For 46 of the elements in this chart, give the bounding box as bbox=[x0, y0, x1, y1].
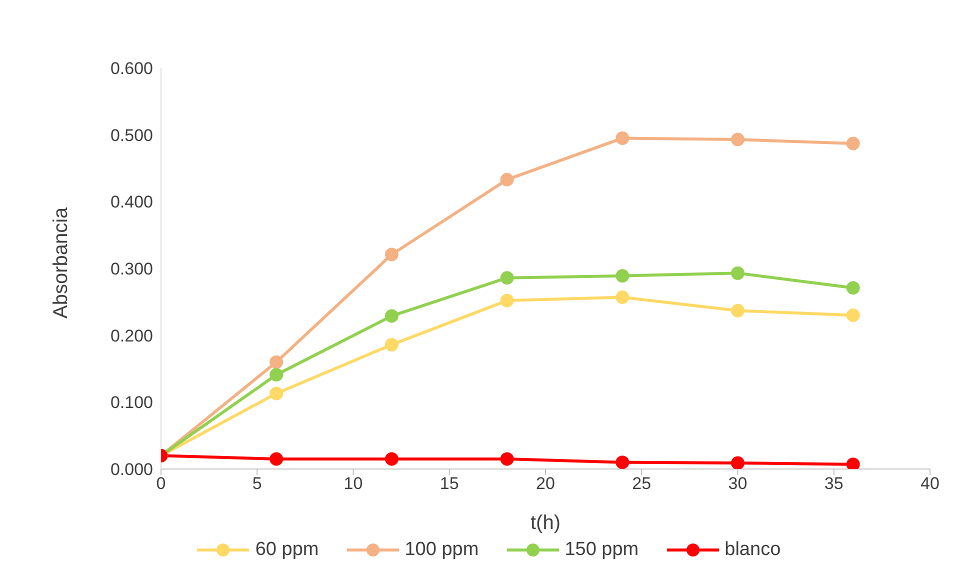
point bbox=[500, 452, 514, 466]
y-tick-label: 0.300 bbox=[110, 260, 153, 279]
point bbox=[270, 386, 284, 400]
point bbox=[846, 458, 860, 469]
legend-label: blanco bbox=[724, 539, 781, 561]
x-tick-label: 10 bbox=[344, 474, 363, 494]
x-tick-label: 5 bbox=[252, 474, 262, 494]
y-tick-label: 0.400 bbox=[110, 192, 153, 212]
point bbox=[731, 266, 744, 280]
point bbox=[846, 281, 860, 295]
point bbox=[616, 290, 630, 304]
legend-label: 150 ppm bbox=[564, 539, 639, 561]
y-tick-label: 0.500 bbox=[110, 126, 153, 145]
legend-label: 60 ppm bbox=[255, 539, 319, 561]
legend-label: 100 ppm bbox=[404, 539, 479, 561]
point bbox=[384, 248, 398, 262]
point bbox=[384, 309, 398, 323]
point bbox=[384, 452, 398, 466]
point bbox=[500, 172, 514, 186]
x-axis-title: t(h) bbox=[530, 512, 560, 534]
point bbox=[846, 136, 860, 150]
point bbox=[270, 452, 284, 466]
point bbox=[731, 456, 744, 469]
x-tick-label: 20 bbox=[536, 474, 555, 494]
x-tick-label: 25 bbox=[632, 474, 652, 494]
point bbox=[500, 294, 514, 308]
point bbox=[731, 132, 744, 146]
x-tick-label: 30 bbox=[728, 474, 748, 494]
point bbox=[616, 131, 630, 145]
point bbox=[500, 271, 514, 285]
point bbox=[270, 368, 284, 382]
point bbox=[616, 269, 630, 283]
point bbox=[731, 304, 744, 318]
x-tick-label: 15 bbox=[440, 474, 459, 494]
x-tick-label: 40 bbox=[920, 474, 940, 494]
point bbox=[616, 456, 630, 469]
y-axis-title: Absorbancia bbox=[50, 206, 72, 318]
y-tick-label: 0.100 bbox=[110, 393, 153, 412]
y-tick-label: 0.600 bbox=[110, 59, 153, 78]
y-tick-label: 0.200 bbox=[110, 326, 153, 346]
x-tick-label: 0 bbox=[156, 474, 166, 494]
x-tick-label: 35 bbox=[824, 474, 844, 494]
y-tick-label: 0.000 bbox=[110, 460, 153, 480]
point bbox=[384, 338, 398, 352]
point bbox=[846, 308, 860, 322]
point bbox=[270, 355, 284, 369]
